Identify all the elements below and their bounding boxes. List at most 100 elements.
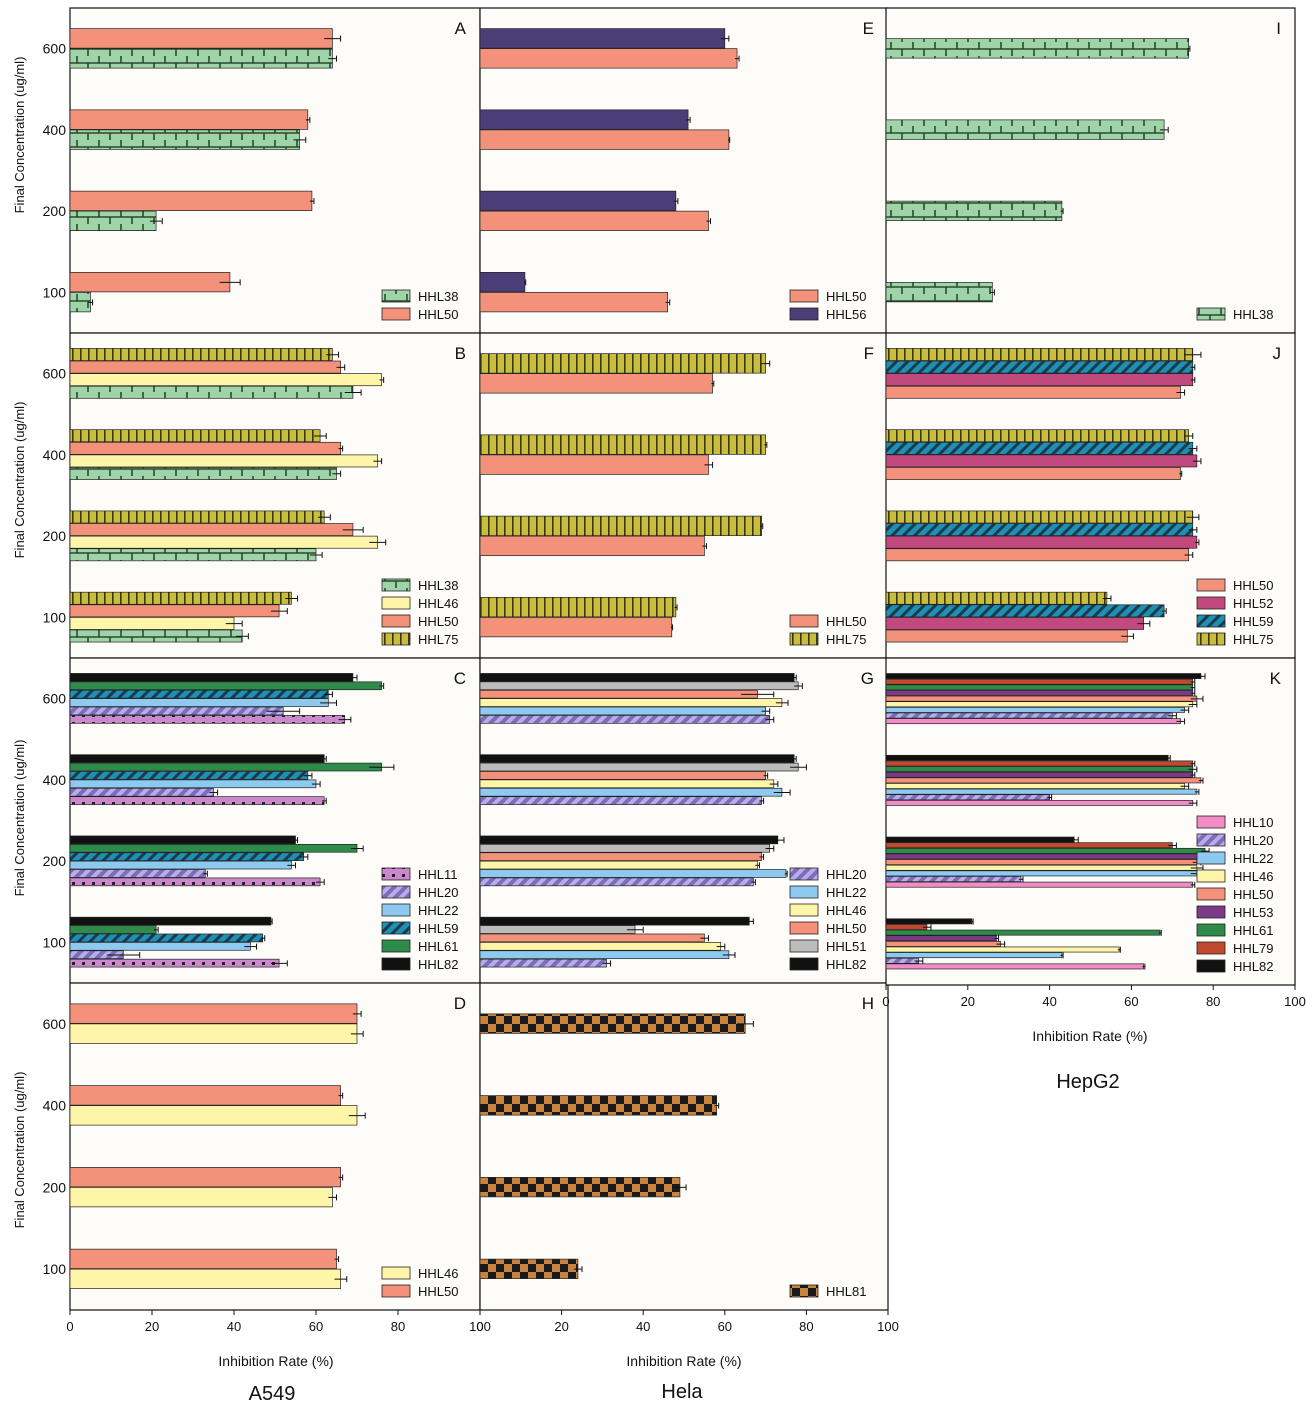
bar-hhl50-400	[885, 777, 1202, 784]
legend-swatch-hhl59	[381, 921, 411, 935]
legend-swatch-hhl20	[1196, 833, 1226, 847]
bar-hhl46-200	[885, 864, 1198, 871]
panel-letter: H	[862, 994, 874, 1013]
bar-hhl38-100	[885, 282, 993, 303]
x-axis-title-hela: Inhibition Rate (%)	[626, 1353, 741, 1369]
legend-label-hhl38: HHL38	[1233, 307, 1273, 322]
legend-label-hhl11: HHL11	[418, 867, 458, 882]
legend-swatch-hhl20	[381, 885, 411, 899]
x-tick-label: 40	[1042, 994, 1056, 1009]
bar-hhl46-400	[69, 454, 378, 468]
y-tick-label: 600	[43, 41, 67, 57]
panel-c: C 100 200 400 600 HHL11 HHL20 HHL22 HHL59 HHL61 HH…	[43, 657, 481, 984]
bar-hhl50-200	[69, 1167, 341, 1188]
y-axis-title-row-d: Final Concentration (ug/ml)	[12, 1072, 27, 1229]
legend-label-hhl50: HHL50	[418, 1284, 458, 1299]
legend-label-hhl82: HHL82	[418, 957, 458, 972]
bar-hhl50-400	[885, 467, 1181, 480]
legend-swatch-hhl38	[381, 578, 411, 592]
bar-hhl61-200	[69, 843, 358, 853]
y-axis-title-row-a: Final Concentration (ug/ml)	[12, 57, 27, 214]
bar-hhl75-400	[69, 429, 321, 443]
bar-hhl50-600	[479, 373, 713, 394]
bar-hhl75-200	[69, 510, 325, 524]
bar-hhl50-100	[69, 1248, 337, 1269]
panel-letter: D	[454, 994, 466, 1013]
bar-hhl46-400	[885, 783, 1185, 789]
bar-hhl46-200	[69, 535, 378, 549]
bar-hhl20-100	[479, 958, 607, 968]
legend-swatch-hhl50	[381, 307, 411, 321]
bar-hhl79-200	[885, 842, 1173, 849]
bar-hhl50-100	[885, 940, 1001, 947]
bar-hhl61-400	[69, 762, 382, 772]
bar-hhl50-100	[885, 629, 1128, 643]
bar-hhl50-100	[479, 617, 673, 638]
x-tick-label: 100	[1284, 994, 1306, 1009]
panel-letter: B	[455, 344, 466, 363]
bar-hhl38-200	[69, 548, 317, 562]
bar-hhl11-100	[69, 958, 280, 968]
bar-hhl50-200	[69, 523, 354, 536]
x-tick-label: 40	[636, 1319, 650, 1334]
column-label-a549: A549	[249, 1383, 296, 1405]
legend-label-hhl38: HHL38	[418, 578, 458, 593]
legend-label-hhl50: HHL50	[418, 307, 458, 322]
bar-hhl50-100	[479, 933, 705, 943]
bar-hhl22-100	[885, 952, 1063, 959]
bar-hhl82-600	[479, 673, 795, 682]
y-tick-label: 600	[43, 366, 67, 382]
bar-hhl81-200	[479, 1177, 681, 1198]
legend-swatch-hhl75	[789, 632, 819, 646]
bar-hhl20-200	[885, 876, 1022, 882]
bar-hhl46-200	[479, 860, 758, 870]
legend-label-hhl50: HHL50	[1233, 578, 1273, 593]
x-tick-label: 40	[227, 1319, 241, 1334]
bar-hhl59-100	[69, 933, 264, 943]
bar-hhl50-200	[69, 190, 313, 211]
legend-swatch-hhl50	[789, 614, 819, 628]
legend-swatch-hhl46	[381, 596, 411, 610]
x-tick-label: 80	[1206, 994, 1220, 1009]
legend-swatch-hhl82	[381, 957, 411, 971]
bar-hhl50-200	[885, 548, 1190, 562]
bar-hhl22-200	[69, 860, 292, 870]
bar-hhl61-100	[69, 925, 157, 934]
bar-hhl75-200	[885, 510, 1194, 524]
bar-hhl82-200	[479, 835, 779, 845]
bar-hhl59-400	[885, 441, 1194, 455]
legend-swatch-hhl50	[1196, 578, 1226, 592]
panel-letter: C	[454, 669, 466, 688]
bar-hhl38-600	[69, 48, 333, 69]
legend-label-hhl61: HHL61	[418, 939, 458, 954]
legend-swatch-hhl46	[381, 1266, 411, 1280]
legend-label-hhl82: HHL82	[1233, 959, 1273, 974]
bar-hhl50-400	[69, 1085, 341, 1106]
bar-hhl75-600	[69, 348, 333, 361]
bar-hhl75-100	[479, 597, 677, 618]
bar-hhl38-100	[69, 629, 243, 643]
bar-hhl50-600	[69, 28, 333, 49]
panel-letter: E	[863, 19, 874, 38]
legend-label-hhl20: HHL20	[826, 867, 866, 882]
legend-label-hhl22: HHL22	[826, 885, 866, 900]
legend-swatch-hhl82	[789, 957, 819, 971]
legend-swatch-hhl22	[789, 885, 819, 899]
y-tick-label: 100	[43, 934, 67, 950]
bar-hhl56-200	[479, 190, 677, 211]
panel-d: D 100 200 400 600 HHL46 HHL50 0 20 40 60 80 100	[43, 982, 491, 1334]
bar-hhl61-200	[885, 847, 1206, 854]
x-tick-label: 80	[391, 1319, 405, 1334]
legend-label-hhl81: HHL81	[826, 1284, 866, 1299]
bar-hhl50-200	[479, 535, 705, 556]
legend-label-hhl20: HHL20	[1233, 833, 1273, 848]
bar-hhl20-200	[69, 869, 206, 878]
bar-hhl79-100	[885, 924, 928, 930]
legend-label-hhl46: HHL46	[418, 1266, 458, 1281]
bar-hhl75-100	[69, 591, 292, 605]
legend-label-hhl46: HHL46	[418, 596, 458, 611]
legend-label-hhl75: HHL75	[826, 632, 866, 647]
bar-hhl50-400	[69, 441, 341, 455]
bar-hhl51-200	[479, 843, 771, 853]
